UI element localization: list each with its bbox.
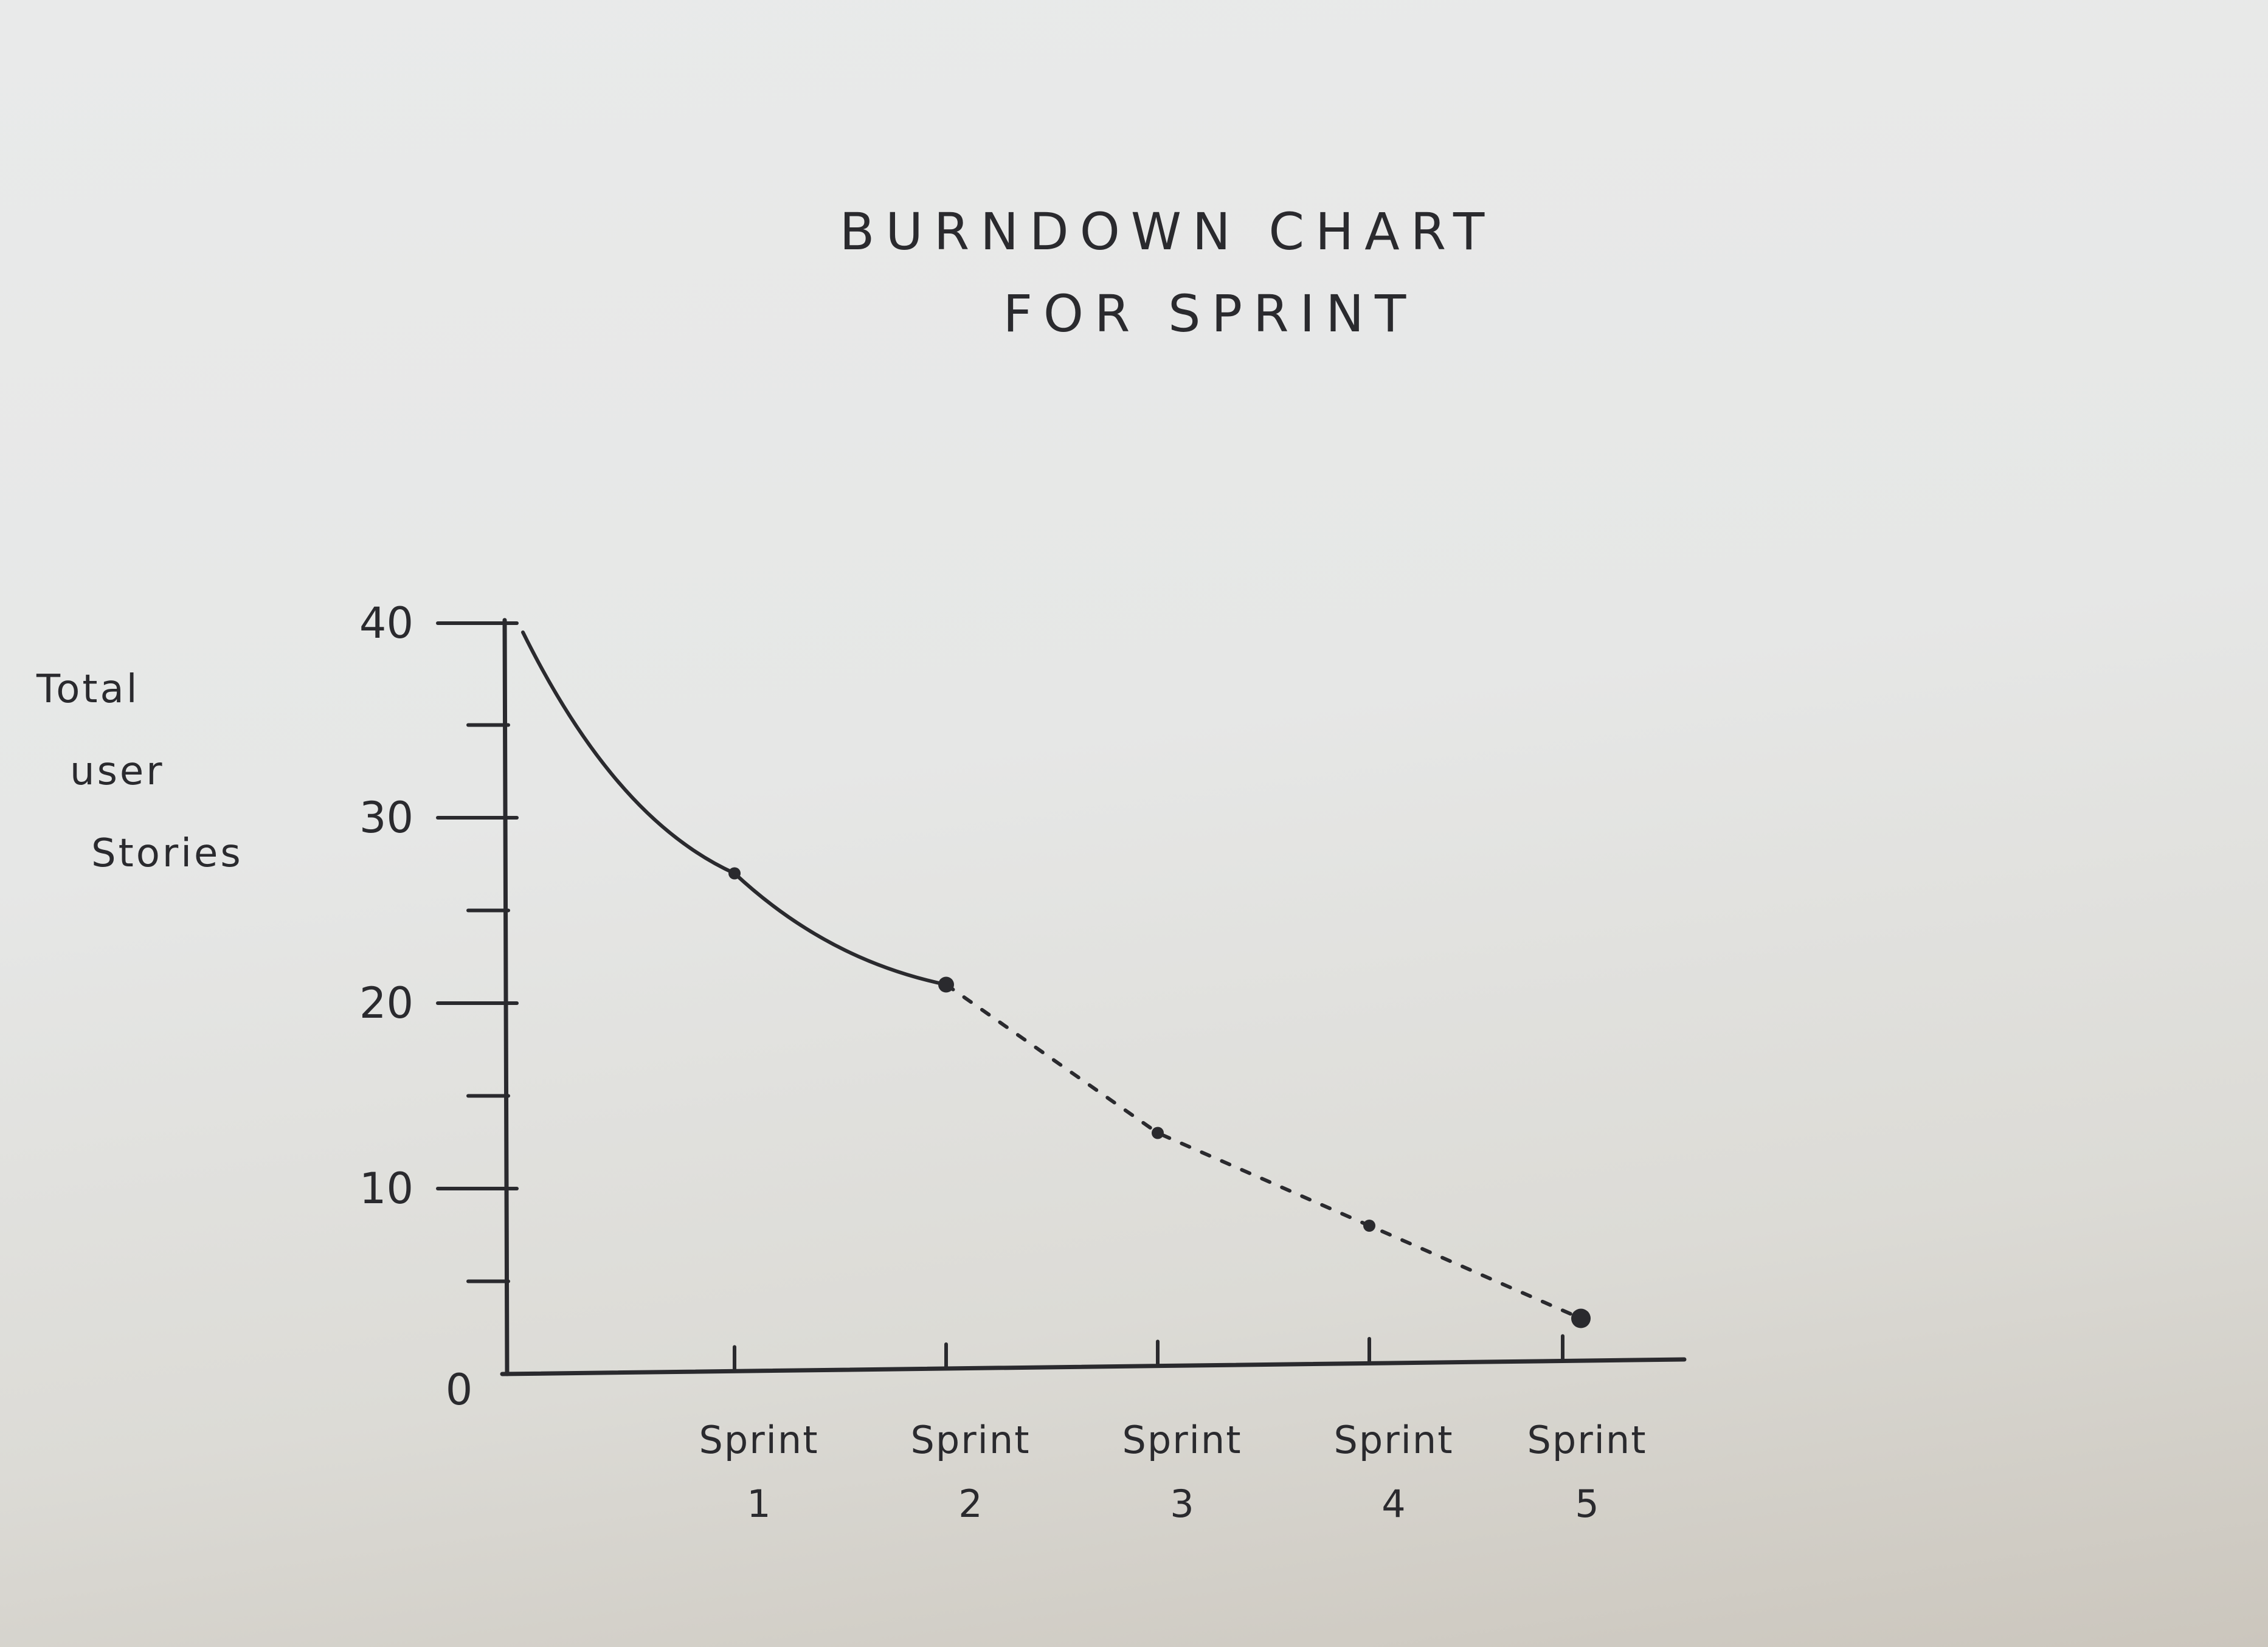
series-points [728,867,1591,1328]
y-tick-label-20: 20 [359,978,413,1028]
series-line-solid [521,630,948,987]
x-axis-line [500,1357,1687,1376]
x-tick-number-sprint-2: 2 [958,1482,982,1526]
y-tick-label-40: 40 [359,598,413,648]
data-point-dashed-x3 [1152,1127,1164,1139]
x-tick-number-sprint-3: 3 [1170,1482,1194,1526]
origin-label: 0 [446,1365,473,1415]
y-axis-label-line-3: Stories [91,831,243,876]
chart-title: BURNDOWN CHART FOR SPRINT [840,202,1496,344]
x-tick-label-sprint-3: Sprint [1122,1418,1242,1462]
chart-title-line-1: BURNDOWN CHART [840,202,1496,261]
axes [500,618,1687,1376]
data-point-solid-x2 [938,976,954,993]
data-point-solid-x1 [728,867,741,880]
y-axis-line [502,618,510,1376]
y-axis-label-line-2: user [70,749,165,794]
y-axis-label-line-1: Total [36,667,139,712]
x-tick-number-sprint-5: 5 [1575,1482,1599,1526]
series-lines [521,630,1583,1321]
x-axis-ticks: Sprint 1 Sprint 2 Sprint 3 Sprint 4 Sprint 5 [699,1334,1647,1526]
x-tick-number-sprint-4: 4 [1381,1482,1405,1526]
data-point-dashed-x4 [1363,1220,1375,1232]
y-tick-label-10: 10 [359,1164,413,1214]
x-tick-label-sprint-4: Sprint [1333,1418,1453,1462]
chart-title-line-2: FOR SPRINT [1003,284,1417,344]
x-tick-label-sprint-2: Sprint [910,1418,1030,1462]
x-tick-label-sprint-5: Sprint [1527,1418,1647,1462]
y-tick-label-30: 30 [359,793,413,843]
y-axis-ticks: 10 20 30 40 [359,598,519,1283]
y-axis-label: Total user Stories [36,667,243,876]
x-tick-label-sprint-1: Sprint [699,1418,818,1462]
x-tick-number-sprint-1: 1 [747,1482,770,1526]
series-line-dashed [944,982,1583,1321]
data-point-dashed-x5 [1571,1308,1591,1328]
